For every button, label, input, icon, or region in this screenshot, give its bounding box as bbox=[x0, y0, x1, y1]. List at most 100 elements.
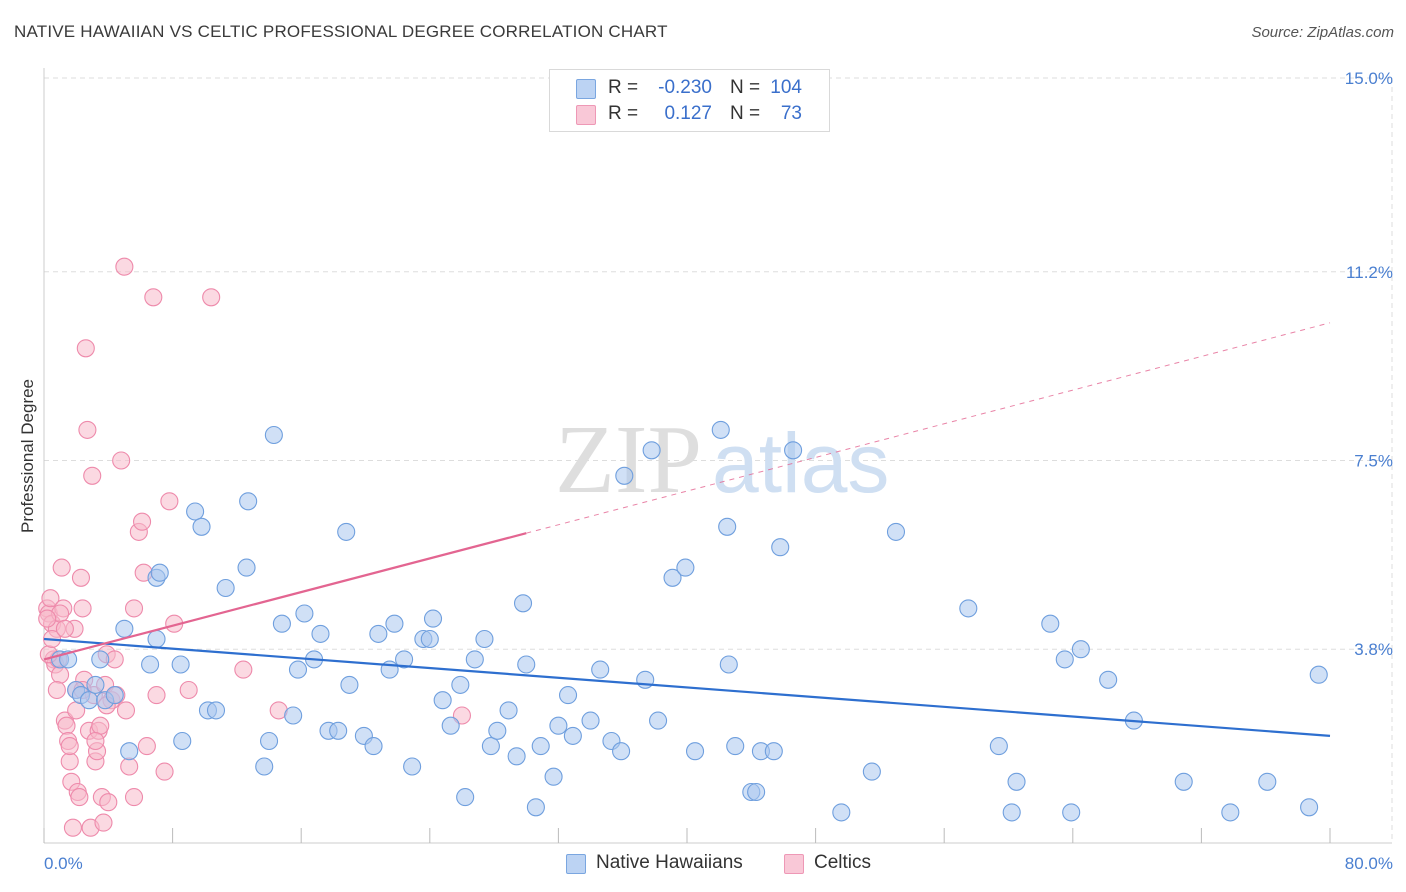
native-hawaiian-point bbox=[284, 706, 303, 725]
native-hawaiian-point bbox=[86, 675, 105, 694]
native-hawaiian-point bbox=[255, 757, 274, 776]
legend-r-label: R = bbox=[608, 77, 639, 98]
native-hawaiian-point bbox=[499, 701, 518, 720]
native-hawaiian-point bbox=[364, 737, 383, 756]
native-hawaiian-point bbox=[549, 716, 568, 735]
native-hawaiian-point bbox=[340, 675, 359, 694]
native-hawaiian-point bbox=[385, 614, 404, 633]
native-hawaiian-point bbox=[481, 737, 500, 756]
native-hawaiian-point bbox=[1055, 650, 1074, 669]
native-hawaiian-point bbox=[591, 660, 610, 679]
native-hawaiian-point bbox=[329, 721, 348, 740]
celtic-point bbox=[73, 599, 92, 618]
tick-labels: 3.8% 7.5% 11.2% 15.0% 0.0% 80.0% bbox=[44, 69, 1393, 873]
y-axis-title: Professional Degree bbox=[18, 379, 37, 533]
y-tick-label: 15.0% bbox=[1345, 69, 1393, 88]
celtic-point bbox=[83, 466, 102, 485]
celtic-point bbox=[452, 706, 472, 725]
native-hawaiian-point bbox=[513, 594, 533, 613]
legend-n-label: N = bbox=[730, 77, 761, 98]
celtic-point bbox=[38, 609, 57, 628]
native-hawaiian-point bbox=[612, 742, 631, 761]
y-tick-label: 3.8% bbox=[1354, 640, 1393, 659]
native-hawaiian-point bbox=[544, 767, 563, 786]
chart-title: NATIVE HAWAIIAN VS CELTIC PROFESSIONAL D… bbox=[14, 22, 668, 41]
legend-n-value: 73 bbox=[780, 103, 802, 124]
watermark-atlas: atlas bbox=[712, 416, 889, 510]
legend-label: Celtics bbox=[814, 852, 872, 873]
x-tick-label: 0.0% bbox=[44, 854, 83, 873]
native-hawaiian-point bbox=[420, 629, 439, 649]
native-hawaiian-point bbox=[456, 788, 475, 807]
celtic-point bbox=[160, 492, 179, 511]
native-hawaiian-point bbox=[719, 655, 738, 674]
legend-r-value: -0.230 bbox=[658, 77, 712, 98]
native-hawaiian-point bbox=[433, 691, 452, 710]
native-hawaiian-point bbox=[1309, 665, 1328, 684]
native-hawaiian-point bbox=[186, 502, 205, 521]
native-hawaiian-point bbox=[79, 691, 99, 710]
native-hawaiian-point bbox=[959, 599, 978, 618]
celtic-point bbox=[179, 680, 198, 700]
native-hawaiian-point bbox=[581, 711, 600, 730]
source-label: Source: ZipAtlas.com bbox=[1251, 24, 1394, 41]
legend-swatch-blue bbox=[576, 79, 596, 99]
gridlines bbox=[44, 77, 1393, 843]
native-hawaiian-point bbox=[105, 686, 124, 705]
celtic-point bbox=[71, 568, 91, 587]
celtic-point bbox=[234, 660, 253, 679]
celtics-trend-line bbox=[43, 532, 527, 661]
celtic-point bbox=[133, 512, 152, 531]
native-hawaiian-point bbox=[465, 650, 484, 669]
native-hawaiian-point bbox=[150, 563, 169, 582]
native-hawaiian-point bbox=[1300, 798, 1319, 817]
celtic-point bbox=[116, 701, 136, 720]
series-legend: Native Hawaiians Celtics bbox=[0, 852, 1406, 878]
celtic-point bbox=[124, 788, 144, 807]
native-hawaiian-point bbox=[147, 629, 166, 649]
native-hawaiian-point bbox=[337, 522, 356, 541]
native-hawaiian-point bbox=[563, 726, 582, 745]
native-hawaiian-point bbox=[649, 711, 668, 730]
celtic-point bbox=[57, 716, 76, 735]
native-hawaiian-point bbox=[663, 568, 682, 587]
native-hawaiian-point bbox=[141, 655, 160, 674]
celtic-point bbox=[55, 619, 74, 638]
celtic-point bbox=[60, 737, 79, 756]
celtics-points bbox=[38, 257, 472, 837]
celtic-point bbox=[94, 813, 113, 832]
trend-lines bbox=[43, 322, 1331, 737]
celtic-point bbox=[70, 788, 89, 807]
celtic-point bbox=[52, 558, 71, 577]
celtic-point bbox=[78, 420, 97, 439]
celtic-point bbox=[51, 665, 70, 684]
native-hawaiian-point bbox=[451, 675, 470, 694]
native-hawaiian-point bbox=[886, 522, 906, 541]
native-hawaiian-point bbox=[832, 803, 851, 822]
celtic-point bbox=[91, 716, 110, 735]
legend-swatch-pink bbox=[784, 854, 804, 874]
correlation-legend: R = -0.230 N = 104 R = 0.127 N = 73 bbox=[549, 69, 830, 132]
watermark-zip: ZIP bbox=[555, 406, 702, 514]
native-hawaiian-point bbox=[1221, 803, 1240, 822]
celtic-point bbox=[76, 339, 95, 358]
native-hawaiian-point bbox=[403, 757, 422, 776]
native-hawaiian-point bbox=[711, 420, 730, 439]
celtic-point bbox=[115, 257, 134, 276]
legend-r-value: 0.127 bbox=[664, 103, 712, 124]
y-tick-label: 11.2% bbox=[1346, 263, 1393, 282]
celtic-point bbox=[155, 762, 174, 781]
native-hawaiian-point bbox=[784, 441, 803, 460]
native-hawaiian-point bbox=[1174, 772, 1193, 791]
native-hawaiian-point bbox=[173, 731, 192, 751]
celtic-point bbox=[63, 818, 82, 837]
native-hawaiian-point bbox=[475, 629, 494, 649]
native-hawaiian-point bbox=[311, 624, 330, 643]
celtic-point bbox=[144, 288, 163, 307]
x-tick-label: 80.0% bbox=[1345, 854, 1393, 873]
native-hawaiian-point bbox=[259, 731, 279, 751]
native-hawaiian-point bbox=[115, 619, 134, 638]
native-hawaiian-point bbox=[1062, 803, 1081, 822]
native-hawaiian-point bbox=[771, 538, 790, 557]
celtic-point bbox=[202, 288, 221, 307]
